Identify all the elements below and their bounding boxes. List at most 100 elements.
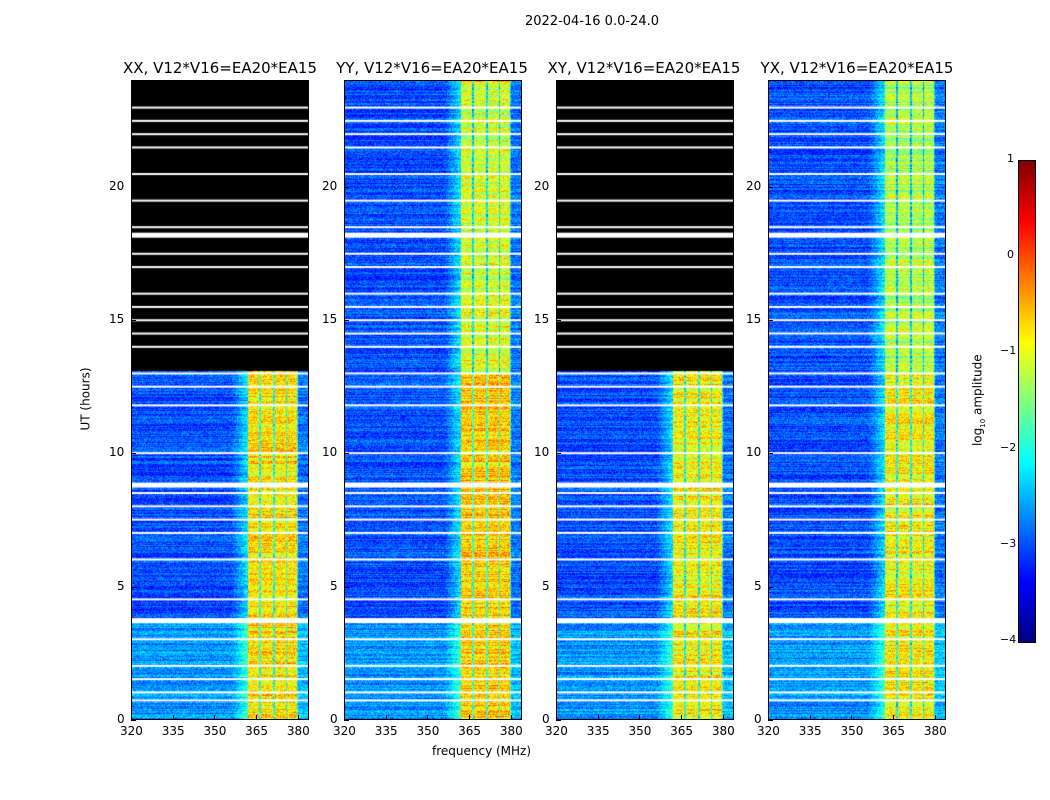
y-tick-label: 20 bbox=[534, 178, 550, 193]
x-tick-mark bbox=[893, 715, 895, 720]
colorbar-label-rest: amplitude bbox=[970, 354, 985, 419]
heatmap-panel-1 bbox=[131, 80, 309, 720]
y-tick-mark bbox=[344, 586, 349, 588]
y-tick-mark bbox=[768, 720, 773, 721]
y-tick-label: 10 bbox=[109, 445, 125, 460]
x-tick-mark bbox=[131, 715, 132, 720]
x-tick-label: 335 bbox=[586, 724, 610, 738]
y-tick-mark bbox=[131, 453, 136, 455]
x-tick-label: 335 bbox=[161, 724, 185, 738]
x-tick-label: 380 bbox=[499, 724, 523, 738]
colorbar-tick-label: −2 bbox=[1000, 440, 1017, 454]
x-tick-label: 380 bbox=[923, 724, 947, 738]
y-tick-label: 10 bbox=[322, 445, 338, 460]
x-tick-label: 365 bbox=[670, 724, 694, 738]
y-tick-mark bbox=[556, 586, 561, 588]
colorbar-label-log: log bbox=[970, 427, 985, 447]
colorbar-label: log10 amplitude bbox=[971, 354, 987, 446]
y-tick-label: 15 bbox=[534, 312, 550, 326]
x-tick-mark bbox=[809, 715, 811, 720]
y-tick-label: 5 bbox=[542, 578, 550, 593]
x-tick-mark bbox=[556, 715, 557, 720]
y-tick-mark bbox=[344, 186, 349, 188]
y-tick-label: 5 bbox=[754, 578, 762, 593]
colorbar bbox=[1018, 160, 1036, 643]
x-tick-mark bbox=[934, 715, 936, 720]
heatmap-panel-4 bbox=[768, 80, 946, 720]
colorbar-tick-label: 1 bbox=[1007, 152, 1014, 165]
y-tick-mark bbox=[131, 720, 136, 721]
panel-title-xx: XX, V12*V16=EA20*EA15 bbox=[122, 59, 318, 77]
x-tick-mark bbox=[510, 715, 512, 720]
y-tick-label: 10 bbox=[534, 445, 550, 460]
y-tick-mark bbox=[344, 720, 349, 721]
x-tick-mark bbox=[172, 715, 174, 720]
colorbar-tick-label: −4 bbox=[1000, 633, 1017, 646]
y-axis-label: UT (hours) bbox=[78, 367, 93, 431]
y-tick-mark bbox=[768, 320, 773, 321]
x-axis-label: frequency (MHz) bbox=[432, 744, 532, 758]
x-tick-mark bbox=[256, 715, 258, 720]
y-tick-mark bbox=[556, 186, 561, 188]
y-tick-label: 20 bbox=[322, 178, 338, 193]
y-tick-mark bbox=[556, 453, 561, 455]
x-tick-mark bbox=[469, 715, 471, 720]
panel-title-yx: YX, V12*V16=EA20*EA15 bbox=[760, 59, 954, 77]
x-tick-label: 380 bbox=[711, 724, 735, 738]
y-tick-mark bbox=[131, 320, 136, 321]
panel-title-yy: YY, V12*V16=EA20*EA15 bbox=[336, 59, 528, 77]
x-tick-mark bbox=[851, 715, 853, 720]
x-tick-mark bbox=[214, 715, 216, 720]
x-tick-label: 365 bbox=[458, 724, 482, 738]
x-tick-mark bbox=[639, 715, 641, 720]
y-tick-label: 5 bbox=[330, 578, 338, 593]
x-tick-label: 320 bbox=[120, 724, 143, 738]
x-tick-label: 365 bbox=[245, 724, 269, 738]
x-tick-label: 320 bbox=[545, 724, 568, 738]
x-tick-label: 320 bbox=[757, 724, 780, 738]
x-tick-mark bbox=[297, 715, 299, 720]
x-tick-label: 350 bbox=[416, 724, 440, 738]
y-tick-mark bbox=[344, 453, 349, 455]
y-tick-mark bbox=[556, 720, 561, 721]
colorbar-tick-label: −3 bbox=[1000, 536, 1017, 550]
x-tick-label: 365 bbox=[882, 724, 906, 738]
y-tick-label: 15 bbox=[322, 312, 338, 326]
x-tick-mark bbox=[344, 715, 345, 720]
y-tick-label: 0 bbox=[754, 712, 762, 726]
colorbar-label-sub: 10 bbox=[979, 418, 988, 428]
y-tick-label: 20 bbox=[109, 178, 125, 193]
colorbar-tick-label: −1 bbox=[1000, 344, 1017, 358]
y-tick-mark bbox=[556, 320, 561, 321]
y-tick-mark bbox=[768, 186, 773, 188]
x-tick-label: 335 bbox=[374, 724, 398, 738]
heatmap-panel-3 bbox=[556, 80, 734, 720]
y-tick-label: 0 bbox=[330, 712, 338, 726]
x-tick-mark bbox=[597, 715, 599, 720]
x-tick-label: 380 bbox=[286, 724, 310, 738]
y-tick-mark bbox=[768, 453, 773, 455]
y-tick-label: 0 bbox=[117, 712, 125, 726]
y-tick-label: 20 bbox=[746, 178, 762, 193]
x-tick-mark bbox=[722, 715, 724, 720]
y-tick-mark bbox=[344, 320, 349, 321]
y-tick-label: 0 bbox=[542, 712, 550, 726]
y-tick-label: 15 bbox=[746, 312, 762, 326]
heatmap-panel-2 bbox=[344, 80, 522, 720]
y-tick-mark bbox=[768, 586, 773, 588]
y-tick-mark bbox=[131, 586, 136, 588]
x-tick-label: 335 bbox=[798, 724, 822, 738]
panel-title-xy: XY, V12*V16=EA20*EA15 bbox=[547, 59, 741, 77]
colorbar-tick-label: 0 bbox=[1007, 248, 1014, 262]
x-tick-mark bbox=[427, 715, 429, 720]
x-tick-mark bbox=[768, 715, 769, 720]
x-tick-label: 350 bbox=[628, 724, 652, 738]
x-tick-mark bbox=[681, 715, 683, 720]
x-tick-label: 320 bbox=[333, 724, 356, 738]
x-tick-label: 350 bbox=[203, 724, 227, 738]
y-tick-label: 10 bbox=[746, 445, 762, 460]
y-tick-label: 5 bbox=[117, 578, 125, 593]
y-tick-mark bbox=[131, 186, 136, 188]
x-tick-label: 350 bbox=[840, 724, 864, 738]
